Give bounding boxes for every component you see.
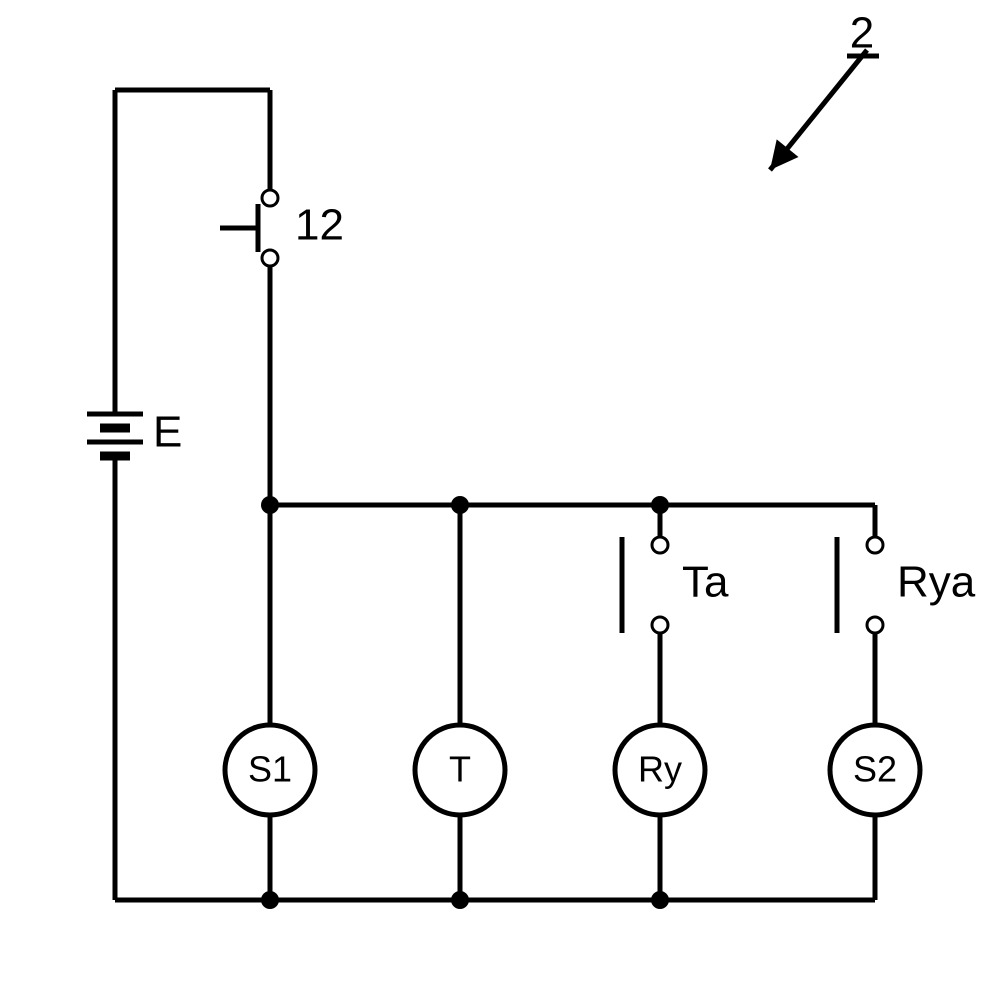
svg-text:Ta: Ta	[682, 558, 729, 607]
svg-text:S1: S1	[248, 749, 292, 790]
svg-text:E: E	[153, 408, 182, 457]
svg-text:Ry: Ry	[638, 749, 682, 790]
svg-text:2: 2	[850, 9, 874, 58]
svg-text:12: 12	[295, 201, 344, 250]
svg-text:Rya: Rya	[897, 558, 976, 607]
svg-text:T: T	[449, 749, 471, 790]
svg-text:S2: S2	[853, 749, 897, 790]
